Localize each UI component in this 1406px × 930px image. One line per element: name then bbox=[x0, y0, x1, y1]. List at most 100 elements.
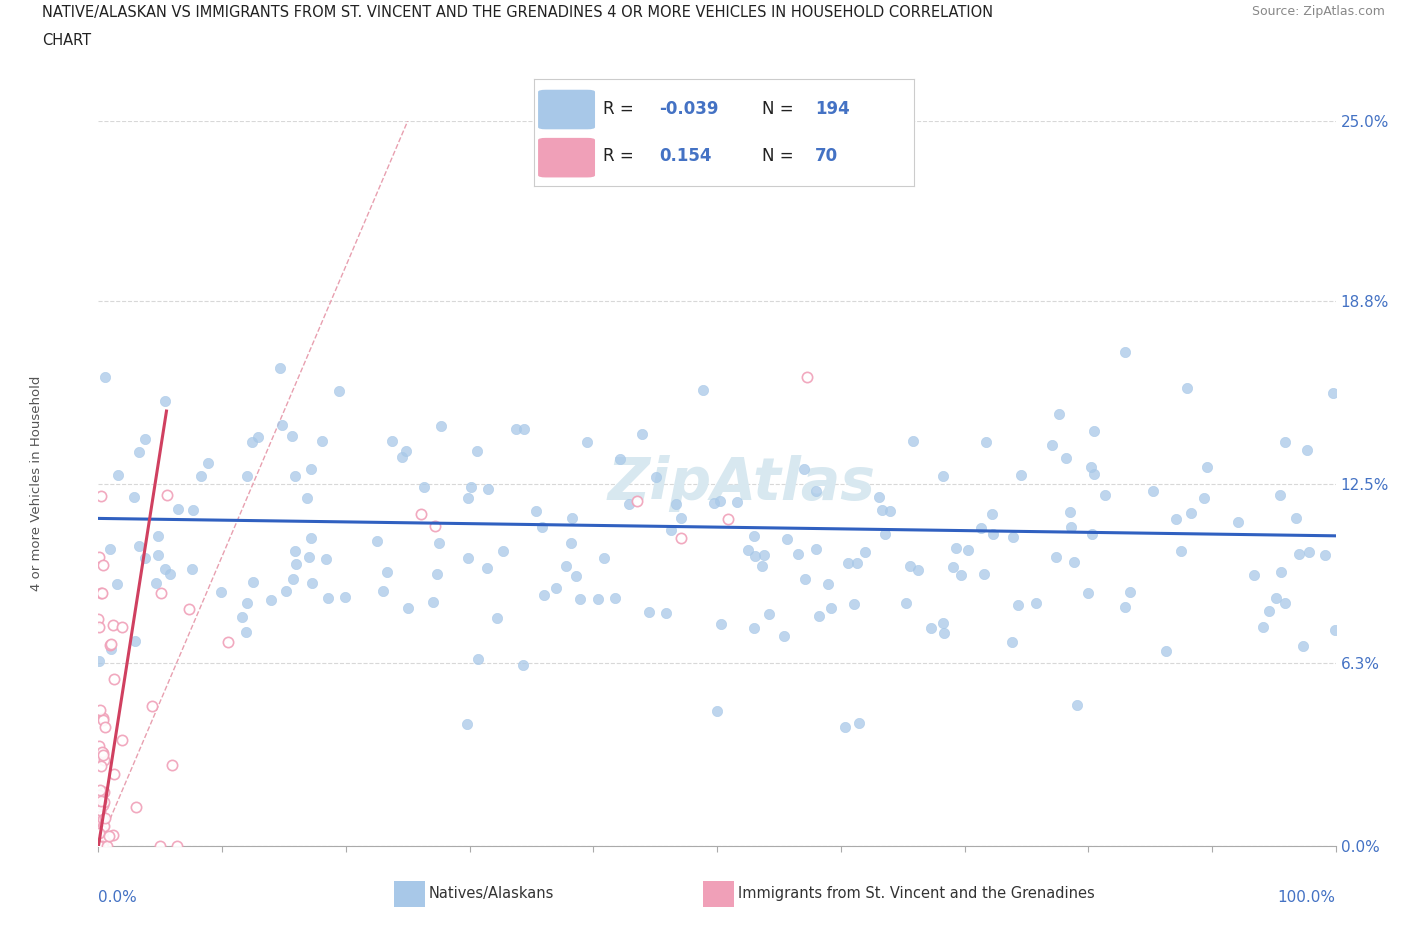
Point bbox=[1270, 565, 1292, 579]
Point bbox=[1142, 484, 1164, 498]
Point bbox=[692, 382, 714, 397]
Point bbox=[409, 506, 432, 521]
Point bbox=[1080, 459, 1102, 474]
Point bbox=[181, 562, 204, 577]
Point bbox=[804, 484, 827, 498]
Point bbox=[281, 429, 304, 444]
Point bbox=[423, 519, 446, 534]
Point bbox=[105, 577, 128, 591]
Point bbox=[162, 757, 184, 772]
Point bbox=[197, 455, 219, 470]
Point bbox=[1298, 544, 1320, 559]
Text: 70: 70 bbox=[815, 147, 838, 165]
Point bbox=[217, 634, 239, 649]
Point bbox=[146, 529, 169, 544]
Point bbox=[377, 565, 399, 580]
Point bbox=[93, 832, 115, 847]
Point bbox=[1288, 547, 1310, 562]
Point bbox=[97, 828, 120, 843]
Point bbox=[134, 551, 156, 565]
Point bbox=[89, 803, 111, 817]
Point bbox=[873, 526, 896, 541]
Point bbox=[103, 827, 125, 842]
Point bbox=[371, 583, 394, 598]
Point bbox=[868, 489, 890, 504]
Point bbox=[710, 617, 733, 631]
Point bbox=[166, 839, 188, 854]
Text: Immigrants from St. Vincent and the Grenadines: Immigrants from St. Vincent and the Gren… bbox=[738, 886, 1095, 901]
Point bbox=[848, 716, 870, 731]
Point bbox=[149, 839, 172, 854]
Point bbox=[932, 626, 955, 641]
Point bbox=[820, 601, 842, 616]
Point bbox=[772, 629, 794, 644]
Text: 4 or more Vehicles in Household: 4 or more Vehicles in Household bbox=[30, 376, 44, 591]
Point bbox=[457, 551, 479, 565]
Point bbox=[957, 543, 980, 558]
Point bbox=[920, 620, 942, 635]
Point bbox=[298, 550, 321, 565]
Point bbox=[90, 809, 112, 824]
Point bbox=[89, 839, 111, 854]
Point bbox=[110, 619, 132, 634]
Point bbox=[134, 432, 156, 446]
Point bbox=[89, 782, 111, 797]
Point bbox=[845, 555, 868, 570]
Point bbox=[837, 556, 859, 571]
Point bbox=[644, 470, 666, 485]
Point bbox=[842, 597, 865, 612]
Point bbox=[512, 658, 534, 673]
Point bbox=[817, 577, 839, 591]
Point bbox=[145, 576, 167, 591]
Point bbox=[89, 790, 111, 804]
Point bbox=[284, 543, 307, 558]
Point bbox=[1077, 586, 1099, 601]
Point bbox=[89, 832, 111, 847]
Point bbox=[91, 798, 114, 813]
Point bbox=[1226, 515, 1249, 530]
Point bbox=[209, 584, 232, 599]
Text: 0.0%: 0.0% bbox=[98, 890, 138, 905]
Point bbox=[284, 469, 307, 484]
Point bbox=[703, 496, 725, 511]
Point bbox=[1197, 459, 1219, 474]
Point bbox=[242, 575, 264, 590]
Point bbox=[492, 544, 515, 559]
Point bbox=[231, 610, 253, 625]
Point bbox=[981, 507, 1004, 522]
Point bbox=[91, 818, 114, 833]
Point bbox=[638, 604, 661, 619]
Point bbox=[554, 559, 576, 574]
Point bbox=[124, 633, 146, 648]
Point bbox=[128, 538, 150, 553]
Point bbox=[1154, 644, 1177, 658]
Point bbox=[89, 803, 111, 817]
Point bbox=[93, 818, 115, 833]
Point bbox=[932, 615, 955, 630]
Point bbox=[240, 434, 263, 449]
Point bbox=[1322, 385, 1344, 400]
Point bbox=[366, 534, 388, 549]
Point bbox=[485, 610, 508, 625]
Point bbox=[1258, 604, 1281, 618]
Point bbox=[603, 591, 626, 605]
Point bbox=[94, 810, 117, 825]
Point bbox=[807, 608, 830, 623]
Point bbox=[659, 523, 682, 538]
Point bbox=[111, 733, 134, 748]
Point bbox=[260, 592, 283, 607]
Point bbox=[669, 511, 692, 525]
Point bbox=[593, 551, 616, 565]
Point bbox=[1083, 467, 1105, 482]
Point bbox=[1054, 450, 1077, 465]
Point bbox=[91, 744, 114, 759]
Point bbox=[122, 489, 145, 504]
Point bbox=[91, 586, 114, 601]
Point bbox=[564, 568, 586, 583]
Point bbox=[103, 671, 125, 686]
Point bbox=[669, 530, 692, 545]
Point bbox=[896, 595, 918, 610]
Point bbox=[93, 795, 115, 810]
Text: NATIVE/ALASKAN VS IMMIGRANTS FROM ST. VINCENT AND THE GRENADINES 4 OR MORE VEHIC: NATIVE/ALASKAN VS IMMIGRANTS FROM ST. VI… bbox=[42, 5, 993, 20]
Text: 0.154: 0.154 bbox=[659, 147, 711, 165]
